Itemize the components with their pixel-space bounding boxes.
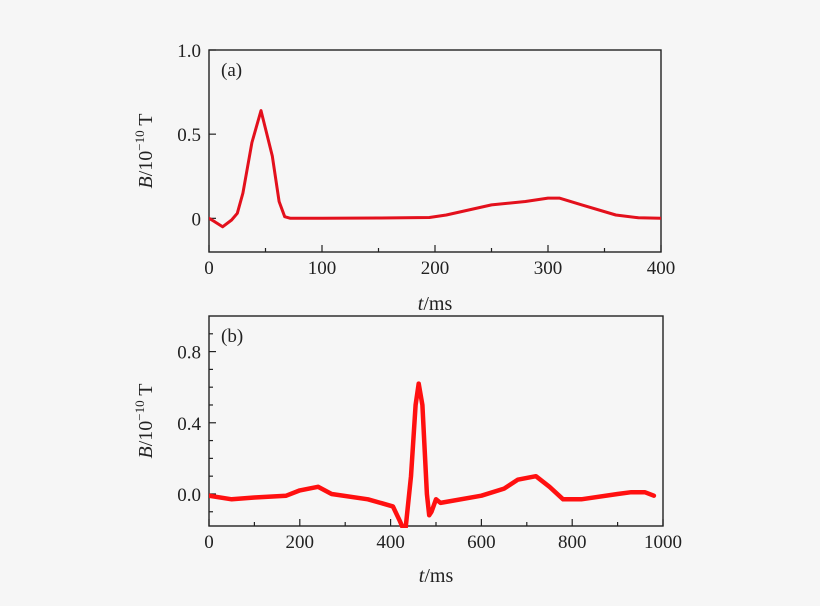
- y-axis-exponent: −10: [132, 130, 147, 150]
- y-axis-exponent: −10: [132, 400, 147, 420]
- y-tick-label: 0: [192, 209, 202, 230]
- y-axis-unit-tail: T: [135, 114, 157, 131]
- x-tick-label: 400: [647, 258, 676, 279]
- y-axis-label: B/10−10 T: [132, 384, 157, 459]
- y-axis-unit: /10: [135, 151, 157, 177]
- series-line: [209, 109, 661, 229]
- x-axis-label: t/ms: [419, 565, 454, 587]
- y-tick-label: 0.5: [177, 125, 201, 146]
- y-tick-label: 0.4: [177, 414, 201, 435]
- x-tick-label: 800: [558, 532, 587, 553]
- panel-b: 0 200 400 600 800 1000 0.0 0.4 0.8 (b) t/ms B/10−10…: [132, 315, 682, 587]
- series-line: [209, 381, 657, 528]
- y-tick-label: 1.0: [177, 41, 201, 62]
- x-tick-label: 300: [534, 258, 563, 279]
- x-tick-label: 400: [376, 532, 405, 553]
- x-tick-label: 600: [467, 532, 496, 553]
- x-tick-label: 0: [204, 532, 214, 553]
- y-axis-unit-tail: T: [135, 384, 157, 401]
- x-axis-label: t/ms: [418, 293, 453, 315]
- x-tick-label: 200: [286, 532, 315, 553]
- x-axis-unit: /ms: [423, 293, 452, 315]
- y-axis-variable: B: [135, 446, 157, 458]
- x-axis-variable: t: [419, 565, 425, 587]
- x-tick-label: 1000: [644, 532, 682, 553]
- plot-frame: [208, 49, 662, 253]
- panel-label: (a): [221, 60, 242, 81]
- y-axis-variable: B: [135, 176, 157, 188]
- y-tick-label: 0.8: [177, 343, 201, 364]
- panel-a: 0 100 200 300 400 0 0.5 1.0 (a) t/ms B/10−10 T: [132, 41, 675, 315]
- y-axis-unit: /10: [135, 421, 157, 447]
- panel-label: (b): [221, 326, 243, 347]
- x-tick-label: 0: [204, 258, 214, 279]
- y-axis-label: B/10−10 T: [132, 114, 157, 189]
- y-tick-label: 0.0: [177, 485, 201, 506]
- x-axis-variable: t: [418, 293, 424, 315]
- x-axis-unit: /ms: [424, 565, 453, 587]
- x-tick-label: 200: [421, 258, 450, 279]
- x-tick-label: 100: [308, 258, 337, 279]
